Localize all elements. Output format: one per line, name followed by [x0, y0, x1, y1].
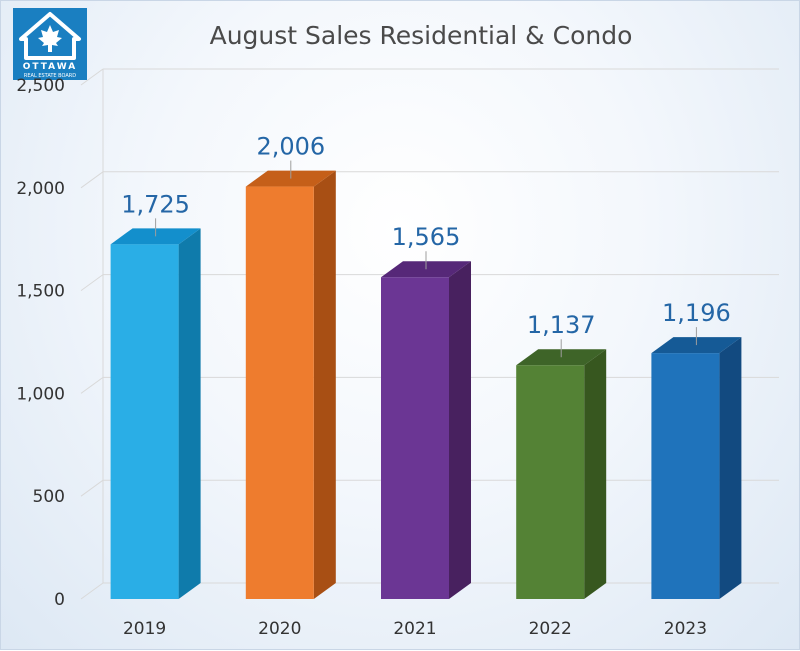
bar-side — [584, 349, 607, 599]
gridline-depth-0 — [80, 582, 104, 600]
bar-side — [178, 228, 201, 599]
bar-front — [245, 186, 314, 599]
y-tick-label: 2,000 — [16, 179, 65, 199]
y-tick-label: 1,500 — [16, 282, 65, 302]
logo-text-real-estate-board: REAL ESTATE BOARD — [24, 73, 76, 79]
house-outline-icon — [19, 12, 81, 60]
bar-side — [449, 261, 471, 599]
logo-text-ottawa: OTTAWA — [23, 62, 78, 72]
gridline-depth-5 — [80, 68, 104, 86]
data-label: 2,006 — [256, 133, 325, 161]
x-tick-label: 2019 — [123, 619, 166, 639]
data-label: 1,196 — [662, 299, 731, 327]
y-tick-label: 0 — [54, 590, 65, 610]
x-tick-label: 2020 — [258, 619, 301, 639]
maple-leaf-icon — [38, 25, 62, 52]
bar-2023: 1,196 2023 — [651, 299, 742, 639]
gridline-depth-1 — [80, 479, 104, 497]
y-tick-label: 1,000 — [16, 384, 65, 404]
bar-front — [651, 353, 720, 599]
bar-2019: 1,725 2019 — [110, 190, 201, 639]
gridline-depth-3 — [80, 274, 104, 292]
y-tick-label: 2,500 — [16, 76, 65, 96]
x-tick-label: 2022 — [529, 619, 572, 639]
bar-2021: 1,565 2021 — [381, 223, 471, 639]
data-label: 1,725 — [121, 190, 190, 218]
y-axis-labels: 0 500 1,000 1,500 2,000 2,500 — [16, 76, 65, 610]
bar-front — [516, 365, 585, 599]
bar-side — [719, 337, 742, 599]
x-tick-label: 2023 — [664, 619, 707, 639]
bar-side — [313, 170, 336, 599]
x-tick-label: 2021 — [393, 619, 436, 639]
bar-front — [381, 277, 449, 599]
bars: 1,725 2019 2,006 2020 1,565 2021 1,137 2022 1,19… — [110, 133, 742, 639]
bar-2020: 2,006 2020 — [245, 133, 336, 639]
bar-2022: 1,137 2022 — [516, 311, 607, 639]
gridline-depth-4 — [80, 171, 104, 189]
chart-title: August Sales Residential & Condo — [210, 21, 633, 50]
data-label: 1,137 — [527, 311, 596, 339]
y-tick-label: 500 — [33, 487, 65, 507]
gridline-depth-2 — [80, 376, 104, 394]
data-label: 1,565 — [392, 223, 461, 251]
bar-front — [110, 244, 179, 599]
